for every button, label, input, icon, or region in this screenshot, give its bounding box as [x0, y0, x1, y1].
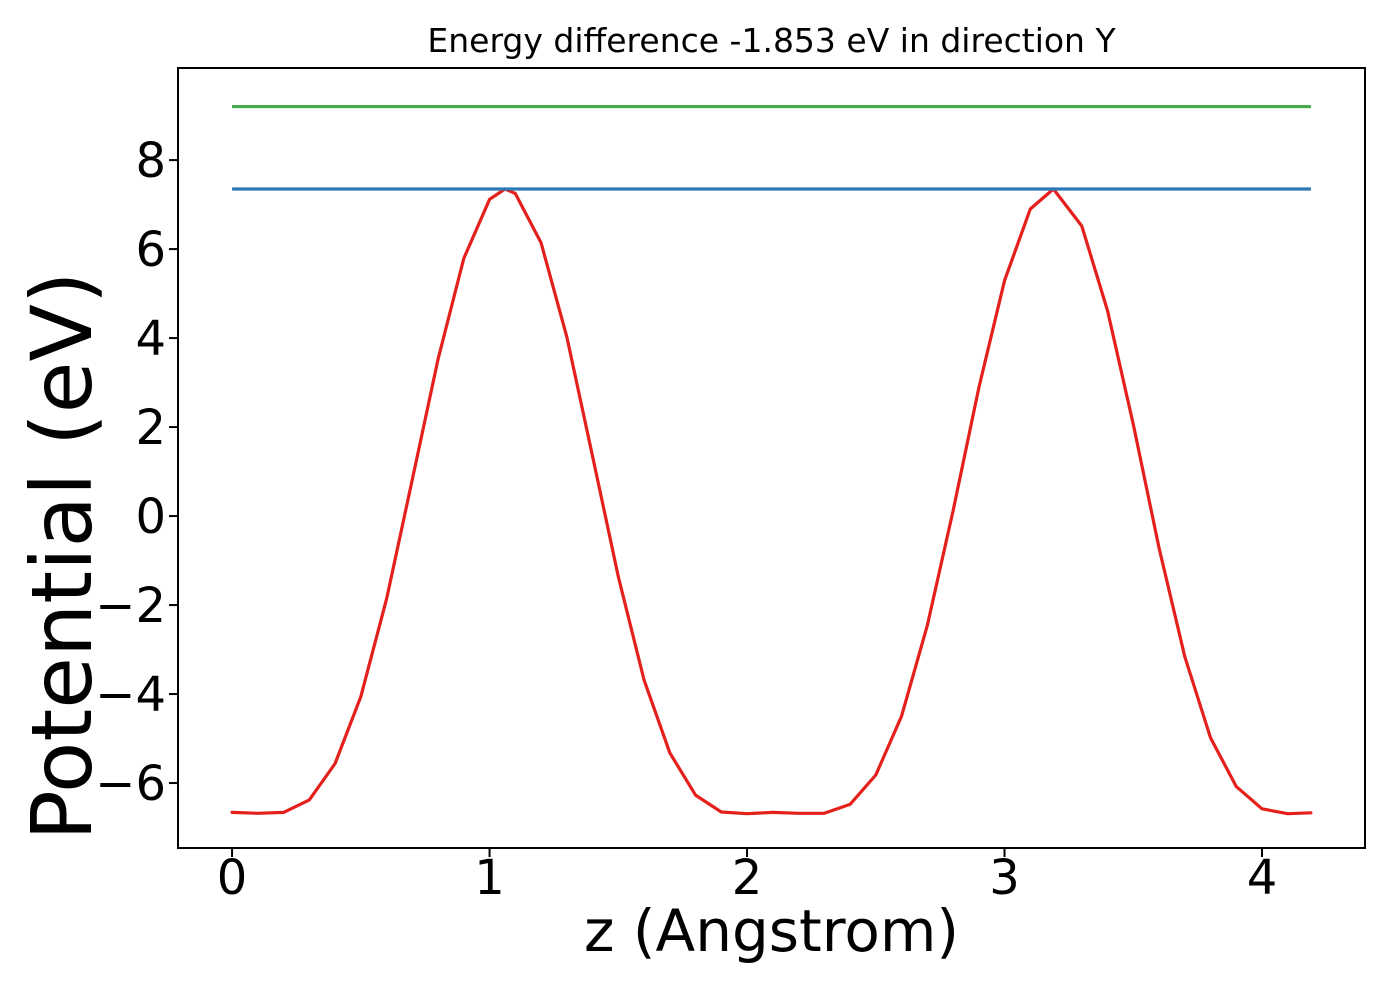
axes-frame [177, 67, 1366, 849]
y-tick-label: 0 [135, 489, 166, 545]
y-tick-label: −4 [95, 667, 166, 723]
x-tick-label: 0 [217, 850, 248, 906]
x-tick-label: 1 [474, 850, 505, 906]
y-tick-label: −6 [95, 756, 166, 812]
x-tick-label: 4 [1247, 850, 1278, 906]
potential-curve [230, 187, 1313, 816]
y-tick-label: 2 [135, 400, 166, 456]
chart-title: Energy difference -1.853 eV in direction… [427, 21, 1116, 60]
x-axis-label: z (Angstrom) [584, 897, 959, 965]
x-tick-label: 3 [989, 850, 1020, 906]
y-tick-label: −2 [95, 578, 166, 634]
y-tick-label: 4 [135, 311, 166, 367]
y-tick-label: 8 [135, 133, 166, 189]
x-tick-label: 2 [732, 850, 763, 906]
y-tick-label: 6 [135, 222, 166, 278]
